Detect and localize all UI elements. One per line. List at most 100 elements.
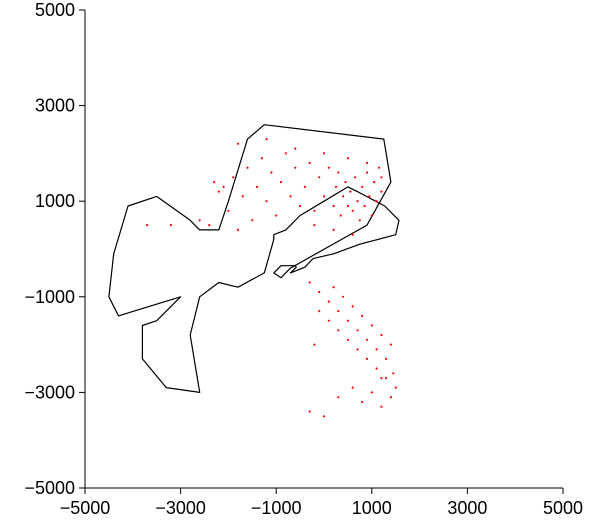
data-point (385, 377, 388, 380)
data-point (351, 305, 354, 308)
data-point (327, 166, 330, 169)
region-outline (108, 124, 400, 393)
data-point (394, 386, 397, 389)
data-point (198, 219, 201, 222)
y-tick-label: −1000 (24, 287, 75, 307)
data-point (361, 185, 364, 188)
data-point (370, 214, 373, 217)
data-point (370, 324, 373, 327)
data-point (370, 391, 373, 394)
data-point (313, 209, 316, 212)
data-point (349, 190, 352, 193)
data-point (337, 310, 340, 313)
data-point (337, 171, 340, 174)
data-point (354, 176, 357, 179)
data-point (232, 176, 235, 179)
y-tick-label: −5000 (24, 478, 75, 498)
data-point (332, 286, 335, 289)
data-point (389, 343, 392, 346)
data-point (351, 386, 354, 389)
data-point (356, 329, 359, 332)
data-point (279, 181, 283, 184)
data-point (385, 357, 388, 360)
data-point (308, 161, 311, 165)
data-point (365, 171, 369, 174)
data-point (356, 200, 359, 203)
data-point (299, 204, 302, 208)
data-point (361, 314, 364, 317)
y-tick-label: 3000 (35, 96, 75, 116)
data-point (256, 185, 259, 188)
data-point (284, 152, 287, 155)
data-point (389, 396, 392, 399)
x-tick-label: −1000 (251, 498, 302, 518)
y-tick-label: 5000 (35, 0, 75, 20)
data-point (342, 295, 345, 298)
data-point (346, 157, 349, 160)
data-point (358, 219, 361, 222)
data-point (368, 195, 371, 198)
data-point (322, 152, 326, 155)
data-point (356, 348, 359, 351)
data-point (213, 181, 216, 184)
y-tick-label: −3000 (24, 382, 75, 402)
data-point (392, 372, 395, 375)
data-point (332, 228, 335, 231)
data-point (313, 343, 316, 346)
data-point (346, 204, 349, 208)
data-point (361, 400, 364, 404)
data-point (339, 214, 342, 217)
x-tick-label: −5000 (60, 498, 111, 518)
data-point (375, 367, 378, 370)
data-point (169, 224, 173, 227)
data-point (227, 209, 230, 212)
data-point (351, 209, 354, 212)
data-point (342, 195, 345, 198)
data-point (346, 338, 349, 341)
data-point (373, 181, 376, 184)
data-point (318, 310, 321, 313)
data-point (322, 415, 326, 418)
data-point (251, 219, 254, 222)
y-tick-label: 1000 (35, 191, 75, 211)
data-point (208, 224, 211, 227)
data-point (363, 204, 366, 208)
data-point (289, 195, 292, 198)
data-point (351, 233, 354, 236)
data-point (303, 185, 306, 188)
data-point (265, 138, 268, 141)
x-tick-label: 3000 (447, 498, 487, 518)
data-point (375, 200, 378, 203)
data-point (334, 185, 338, 188)
data-point (380, 405, 383, 408)
data-point (380, 176, 383, 179)
scatter-points (146, 138, 397, 418)
data-point (236, 142, 240, 145)
data-point (260, 157, 263, 160)
data-point (236, 228, 240, 231)
data-point (365, 161, 369, 165)
data-point (337, 396, 340, 399)
data-point (327, 300, 330, 303)
x-tick-label: 5000 (543, 498, 583, 518)
data-point (265, 200, 268, 203)
data-point (308, 281, 311, 284)
data-point (380, 190, 383, 193)
data-point (222, 185, 225, 188)
data-point (318, 176, 321, 179)
axes: −5000 −3000 −1000 1000 3000 5000 −5000 −3000 −10… (24, 0, 583, 518)
data-point (322, 195, 326, 198)
x-tick-label: 1000 (352, 498, 392, 518)
data-point (241, 195, 244, 198)
data-point (365, 357, 369, 360)
data-point (332, 204, 335, 208)
data-point (318, 290, 321, 294)
data-point (308, 410, 311, 413)
data-point (294, 147, 297, 150)
data-point (146, 224, 149, 227)
data-point (275, 214, 278, 217)
data-point (380, 333, 383, 337)
data-point (217, 190, 220, 193)
data-point (313, 224, 316, 227)
